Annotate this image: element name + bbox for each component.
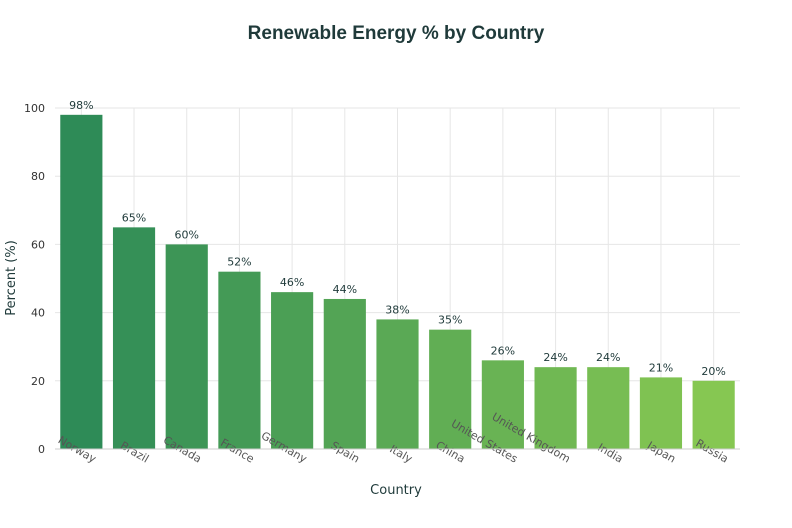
- y-tick-label: 0: [38, 443, 45, 456]
- data-label: 24%: [543, 351, 567, 364]
- bar: [587, 367, 630, 449]
- y-tick-label: 40: [31, 307, 45, 320]
- y-axis-ticks: 0 20 40 60 80 100: [24, 102, 45, 456]
- data-label: 20%: [701, 365, 725, 378]
- bar: [692, 380, 735, 449]
- data-label: 26%: [491, 344, 515, 357]
- data-label: 98%: [69, 99, 93, 112]
- bar: [218, 271, 261, 449]
- bars: [60, 114, 735, 449]
- bar: [323, 298, 366, 449]
- bar: [534, 367, 577, 449]
- y-tick-label: 100: [24, 102, 45, 115]
- data-label: 24%: [596, 351, 620, 364]
- data-labels: 98% 65% 60% 52% 46% 44% 38% 35% 26% 24% 24% 21% 20%: [69, 99, 726, 378]
- data-label: 38%: [385, 303, 409, 316]
- data-label: 21%: [649, 361, 673, 374]
- y-tick-label: 60: [31, 238, 45, 251]
- bar: [165, 244, 208, 449]
- x-axis-label: Country: [370, 483, 422, 498]
- bar: [271, 292, 314, 449]
- bar: [376, 319, 419, 449]
- bar: [481, 360, 524, 449]
- data-label: 65%: [122, 211, 146, 224]
- data-label: 46%: [280, 276, 304, 289]
- y-tick-label: 80: [31, 170, 45, 183]
- y-tick-label: 20: [31, 375, 45, 388]
- bar: [639, 377, 683, 449]
- data-label: 35%: [438, 314, 462, 327]
- bar: [60, 114, 103, 449]
- data-label: 60%: [175, 228, 199, 241]
- bar: [429, 329, 472, 449]
- data-label: 44%: [333, 283, 357, 296]
- data-label: 52%: [227, 256, 251, 269]
- y-axis-label: Percent (%): [4, 240, 19, 316]
- bar: [112, 227, 156, 449]
- chart-title: Renewable Energy % by Country: [248, 23, 545, 44]
